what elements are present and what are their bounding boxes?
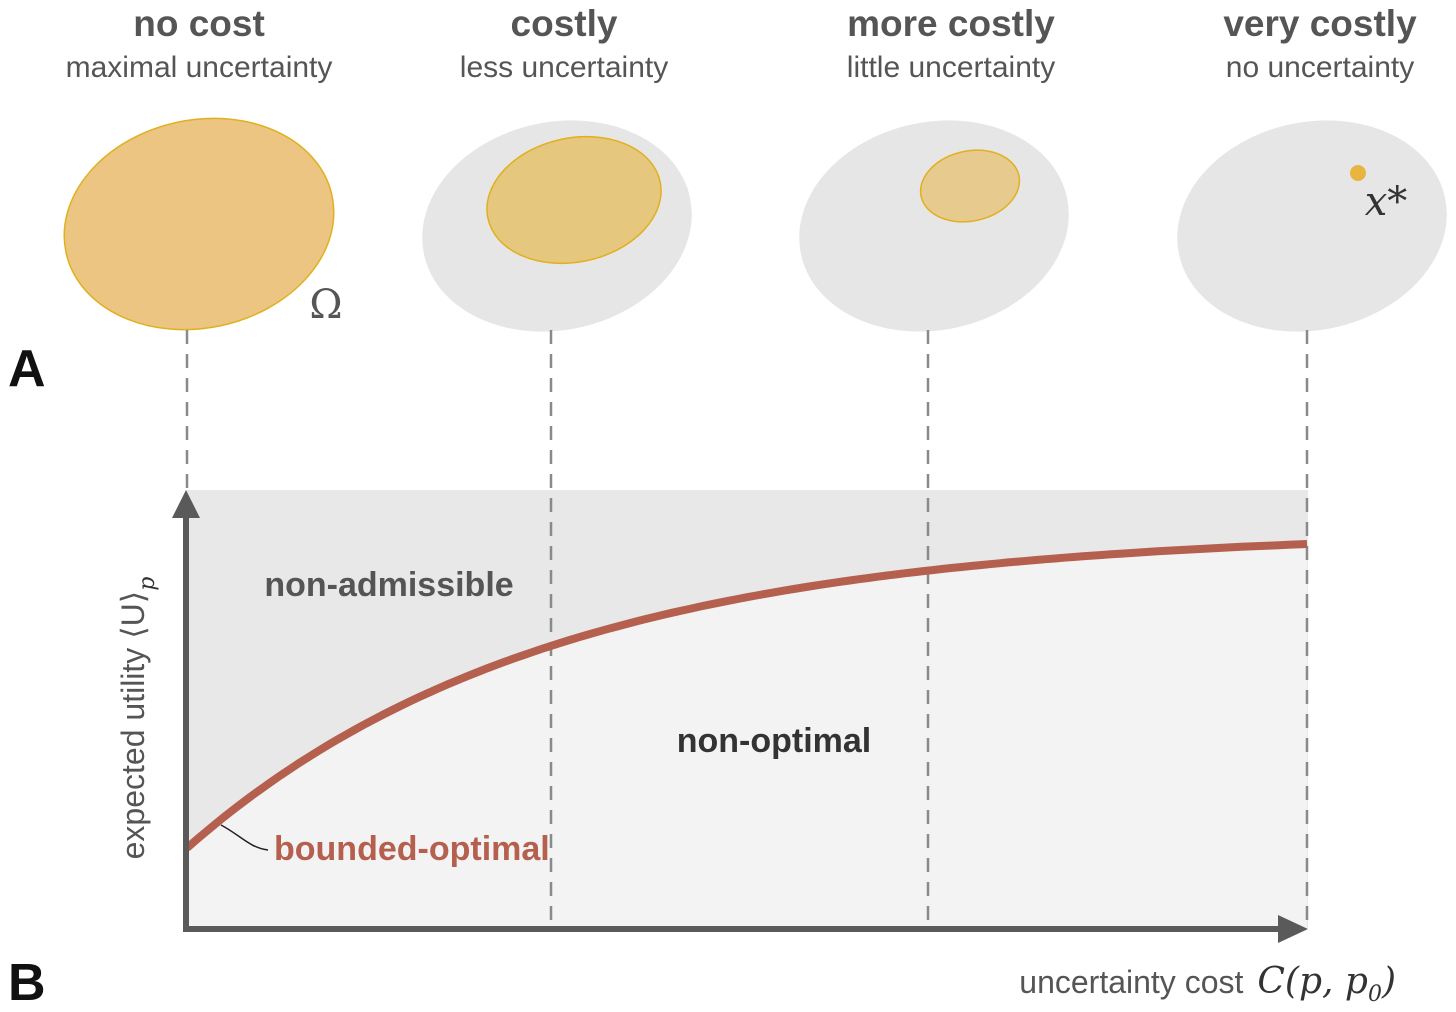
column-title-more-costly: more costly (847, 3, 1055, 44)
curve-label-leader (220, 824, 269, 851)
omega-label: Ω (309, 282, 342, 328)
svg-text:expected utility ⟨U⟩p: expected utility ⟨U⟩p (115, 577, 160, 860)
column-subtitle-maximal-uncertainty: maximal uncertainty (66, 51, 333, 84)
panel-letter-b: B (8, 954, 46, 1012)
x-axis-label-text: uncertainty cost (1019, 964, 1243, 1000)
domain-ellipse (799, 120, 1069, 332)
non-optimal-region (187, 544, 1307, 928)
uncertainty-region (919, 149, 1021, 223)
uncertainty-region (486, 135, 662, 265)
column-subtitle-no-uncertainty: no uncertainty (1226, 51, 1414, 84)
y-axis-label: expected utility ⟨U⟩p (115, 577, 160, 860)
non-admissible-label: non-admissible (264, 566, 513, 604)
x-axis-label-math-close: ) (1381, 961, 1396, 1002)
x-axis-arrowhead (1278, 915, 1308, 943)
x-axis-label: uncertainty cost C(p, p0) (1019, 961, 1396, 1007)
optimum-point (1350, 165, 1366, 181)
set-no-cost: Ω (63, 117, 343, 331)
y-axis-arrowhead (172, 490, 200, 518)
set-more-costly (799, 120, 1069, 332)
column-title-very-costly: very costly (1223, 3, 1417, 44)
set-very-costly: x* (1177, 120, 1447, 332)
x-axis-label-math: C(p, p (1257, 961, 1368, 1002)
non-optimal-label: non-optimal (677, 722, 872, 760)
column-subtitle-little-uncertainty: little uncertainty (847, 51, 1055, 84)
y-axis-label-subscript: p (135, 577, 160, 591)
optimum-label: x* (1365, 179, 1408, 225)
column-guides (185, 330, 1309, 928)
bounded-optimal-curve (184, 540, 1308, 852)
set-costly (422, 120, 692, 332)
feasible-set-omega (63, 117, 335, 331)
column-subtitle-less-uncertainty: less uncertainty (460, 51, 668, 84)
domain-ellipse (1177, 120, 1447, 332)
bounded-optimal-label: bounded-optimal (274, 830, 550, 868)
y-axis-label-text: expected utility ⟨U⟩ (115, 591, 151, 860)
column-title-no-cost: no cost (133, 3, 265, 44)
x-axis-label-math-subscript: 0 (1368, 982, 1382, 1007)
panel-letter-a: A (8, 340, 46, 398)
column-title-costly: costly (511, 3, 618, 44)
axes (172, 490, 1308, 943)
